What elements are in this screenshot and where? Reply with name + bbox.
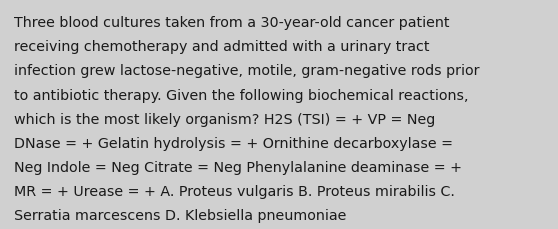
Text: MR = + Urease = + A. Proteus vulgaris B. Proteus mirabilis C.: MR = + Urease = + A. Proteus vulgaris B.… — [14, 184, 455, 198]
Text: Serratia marcescens D. Klebsiella pneumoniae: Serratia marcescens D. Klebsiella pneumo… — [14, 208, 347, 222]
Text: receiving chemotherapy and admitted with a urinary tract: receiving chemotherapy and admitted with… — [14, 40, 430, 54]
Text: DNase = + Gelatin hydrolysis = + Ornithine decarboxylase =: DNase = + Gelatin hydrolysis = + Ornithi… — [14, 136, 453, 150]
Text: to antibiotic therapy. Given the following biochemical reactions,: to antibiotic therapy. Given the followi… — [14, 88, 469, 102]
Text: Three blood cultures taken from a 30-year-old cancer patient: Three blood cultures taken from a 30-yea… — [14, 16, 449, 30]
Text: infection grew lactose-negative, motile, gram-negative rods prior: infection grew lactose-negative, motile,… — [14, 64, 479, 78]
Text: Neg Indole = Neg Citrate = Neg Phenylalanine deaminase = +: Neg Indole = Neg Citrate = Neg Phenylala… — [14, 160, 462, 174]
Text: which is the most likely organism? H2S (TSI) = + VP = Neg: which is the most likely organism? H2S (… — [14, 112, 435, 126]
